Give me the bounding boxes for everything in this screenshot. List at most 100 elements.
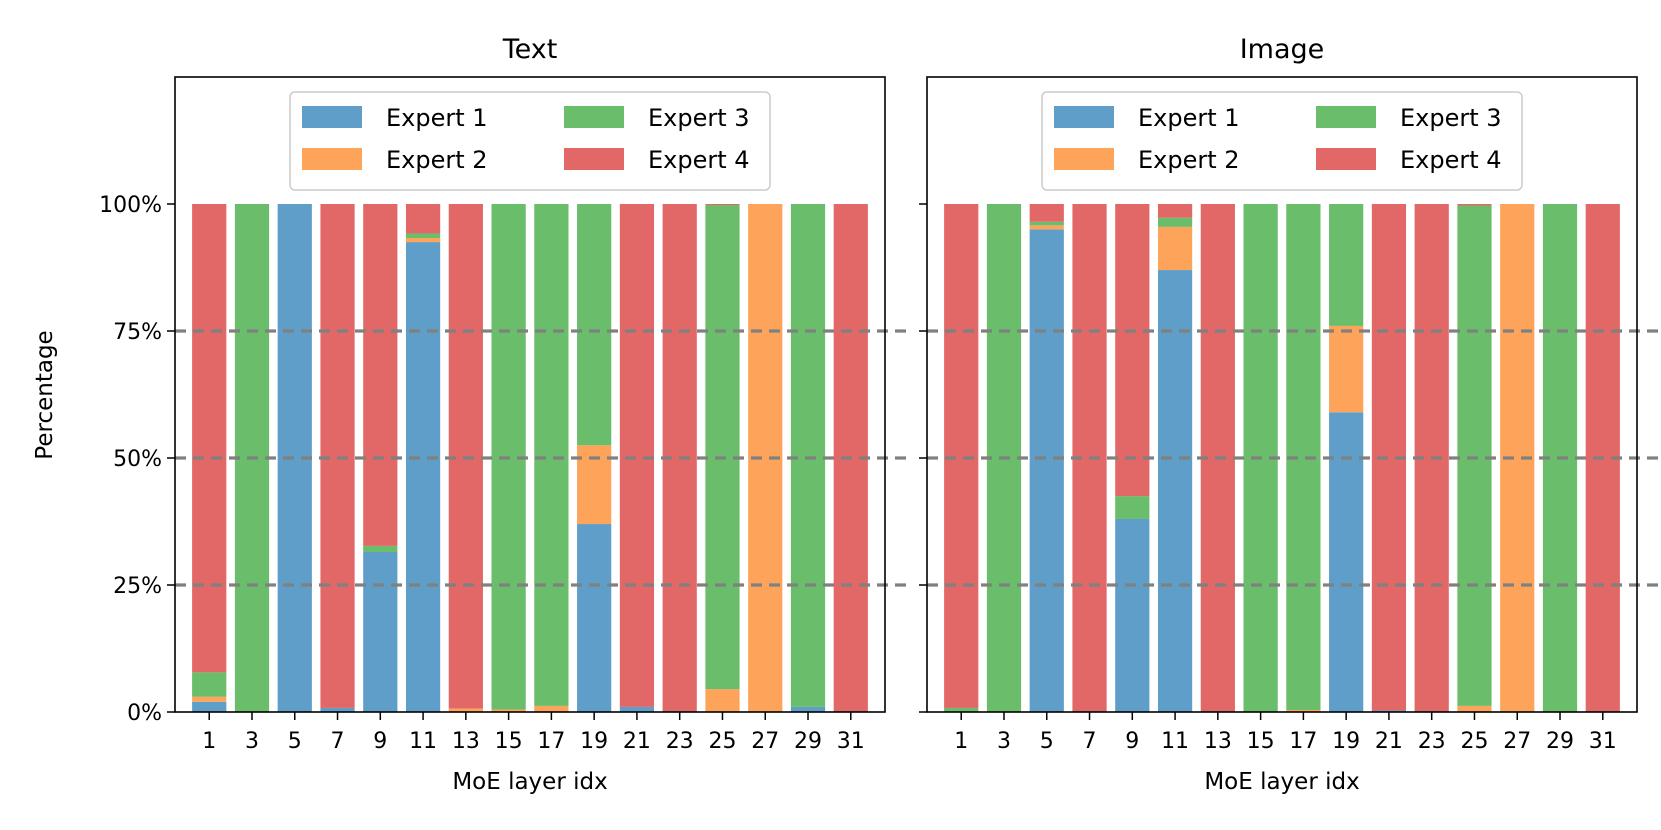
bar-segment-expert-1-layer-21 [619, 706, 655, 712]
bar-segment-expert-2-layer-11 [405, 238, 441, 243]
bar-segment-expert-1-layer-5 [1029, 229, 1064, 712]
bar-segment-expert-1-layer-19 [577, 524, 612, 712]
legend-swatch-expert-3 [564, 106, 624, 128]
x-tick-label: 17 [1289, 729, 1317, 754]
legend-swatch-expert-4 [1316, 148, 1376, 170]
x-tick-label: 5 [288, 729, 302, 754]
legend-label: Expert 1 [386, 104, 488, 132]
bar-segment-expert-3-layer-9 [1115, 496, 1150, 519]
panel-title: Text [502, 34, 558, 65]
legend-box [1041, 91, 1523, 191]
y-tick-label: 75% [113, 320, 162, 345]
legend-swatch-expert-2 [1054, 148, 1114, 170]
bar-segment-expert-4-layer-9 [363, 204, 398, 546]
x-tick-label: 31 [1589, 729, 1617, 754]
legend-box [289, 91, 771, 191]
x-tick-label: 29 [794, 729, 822, 754]
bar-segment-expert-1-layer-9 [1115, 518, 1150, 712]
legend-label: Expert 4 [648, 146, 750, 174]
legend-swatch-expert-1 [302, 106, 362, 128]
bar-segment-expert-2-layer-17 [534, 705, 569, 712]
legend-swatch-expert-1 [1054, 106, 1114, 128]
bar-segment-expert-4-layer-11 [405, 204, 441, 234]
x-tick-label: 7 [331, 729, 345, 754]
bar-segment-expert-2-layer-5 [1029, 225, 1064, 230]
x-tick-label: 23 [666, 729, 694, 754]
bar-segment-expert-3-layer-29 [790, 204, 826, 707]
bar-segment-expert-2-layer-11 [1157, 226, 1193, 271]
x-tick-label: 25 [708, 729, 736, 754]
bar-segment-expert-4-layer-9 [1115, 204, 1150, 497]
x-tick-label: 15 [1247, 729, 1275, 754]
bar-segment-expert-4-layer-5 [1029, 204, 1064, 222]
bar-segment-expert-1-layer-7 [320, 707, 355, 712]
x-tick-label: 21 [623, 729, 651, 754]
bar-segment-expert-1-layer-29 [790, 706, 826, 712]
bar-segment-expert-3-layer-1 [944, 707, 979, 712]
x-tick-label: 19 [580, 729, 608, 754]
bar-segment-expert-3-layer-25 [1457, 205, 1492, 706]
bar-segment-expert-2-layer-13 [448, 708, 483, 712]
bar-segment-expert-2-layer-17 [1286, 709, 1321, 712]
x-tick-label: 9 [373, 729, 387, 754]
x-tick-label: 21 [1375, 729, 1403, 754]
bar-segment-expert-2-layer-1 [192, 696, 227, 702]
x-tick-label: 3 [245, 729, 259, 754]
y-tick-label: 25% [113, 574, 162, 599]
bar-segment-expert-2-layer-15 [491, 709, 526, 712]
legend-label: Expert 4 [1400, 146, 1502, 174]
bar-segment-expert-1-layer-11 [1157, 270, 1193, 712]
x-tick-label: 27 [751, 729, 779, 754]
legend: Expert 1 Expert 2 Expert 3 Expert 4 [289, 91, 771, 191]
bar-segment-expert-3-layer-1 [192, 672, 227, 697]
panel-title: Image [1240, 34, 1325, 65]
bar-segment-expert-4-layer-13 [448, 204, 483, 709]
legend-swatch-expert-4 [564, 148, 624, 170]
x-tick-label: 13 [1204, 729, 1232, 754]
x-tick-label: 23 [1418, 729, 1446, 754]
legend: Expert 1 Expert 2 Expert 3 Expert 4 [1041, 91, 1523, 191]
bar-segment-expert-4-layer-25 [1457, 204, 1492, 206]
x-tick-label: 13 [452, 729, 480, 754]
axes-frame [926, 76, 1638, 713]
legend-label: Expert 1 [1138, 104, 1240, 132]
bar-segment-expert-4-layer-7 [320, 204, 355, 708]
x-tick-label: 1 [202, 729, 216, 754]
bar-segment-expert-1-layer-19 [1329, 412, 1364, 712]
legend-label: Expert 3 [1400, 104, 1502, 132]
bar-segment-expert-2-layer-19 [1329, 325, 1364, 413]
x-tick-label: 11 [409, 729, 437, 754]
bar-segment-expert-4-layer-21 [619, 204, 655, 707]
bar-segment-expert-3-layer-19 [1329, 204, 1364, 326]
x-tick-label: 25 [1460, 729, 1488, 754]
x-axis-label: MoE layer idx [1204, 769, 1359, 795]
bar-segment-expert-3-layer-25 [705, 205, 740, 690]
x-tick-label: 15 [495, 729, 523, 754]
x-tick-label: 1 [954, 729, 968, 754]
bar-segment-expert-4-layer-1 [944, 204, 979, 708]
bar-segment-expert-3-layer-11 [405, 233, 441, 239]
bar-segment-expert-1-layer-1 [192, 701, 227, 712]
bar-segment-expert-3-layer-17 [534, 204, 569, 706]
bar-segment-expert-4-layer-1 [192, 204, 227, 673]
x-tick-label: 11 [1161, 729, 1189, 754]
legend-label: Expert 2 [386, 146, 488, 174]
bar-segment-expert-3-layer-5 [1029, 221, 1064, 226]
bar-segment-expert-3-layer-11 [1157, 217, 1193, 227]
bar-segment-expert-3-layer-19 [577, 204, 612, 446]
legend-swatch-expert-2 [302, 148, 362, 170]
legend-swatch-expert-3 [1316, 106, 1376, 128]
bar-segment-expert-2-layer-25 [1457, 705, 1492, 712]
x-tick-label: 27 [1503, 729, 1531, 754]
legend-label: Expert 3 [648, 104, 750, 132]
bar-segment-expert-3-layer-9 [363, 545, 398, 552]
axes-frame [174, 76, 886, 713]
bar-segment-expert-4-layer-25 [705, 204, 740, 206]
x-tick-label: 29 [1546, 729, 1574, 754]
legend-label: Expert 2 [1138, 146, 1240, 174]
x-tick-label: 5 [1040, 729, 1054, 754]
y-axis-label: Percentage [32, 330, 58, 459]
